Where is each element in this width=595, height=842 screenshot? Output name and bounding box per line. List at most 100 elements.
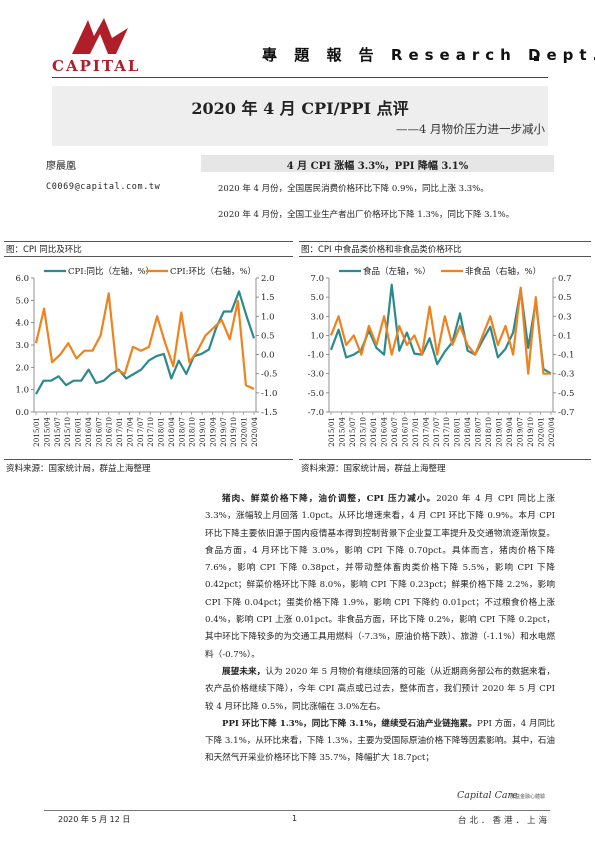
legend-label: CPI:同比（左轴，%） [68, 266, 154, 277]
x-tick-label: 2018/10 [188, 417, 197, 447]
x-tick-label: 2018/04 [167, 417, 176, 447]
capital-logo-icon [72, 18, 128, 54]
footer-brand-sub: 群益金融心體驗 [510, 794, 546, 800]
page-number: 1 [292, 814, 298, 823]
x-tick-label: 2019/01 [495, 417, 504, 447]
x-tick-label: 2019/10 [229, 417, 238, 447]
x-tick-label: 2016/10 [400, 417, 409, 447]
x-tick-label: 2016/07 [390, 417, 399, 447]
chart-top-rule [4, 241, 293, 242]
x-tick-label: 2015/04 [337, 417, 346, 447]
y-tick-label-right: 0.7 [558, 274, 572, 284]
x-tick-label: 2015/10 [63, 417, 72, 447]
food-nonfood-mom-chart: 7.0 5.0 3.0 1.0 -1.0 -3.0 -5.0 -7.0 0.7 0.5 0.3 0.1… [308, 266, 575, 447]
cpi-yoy-mom-chart: 6.0 5.0 4.0 3.0 2.0 1.0 0.0 2.0 1.5 1.0 0.5 0.0 -0.5… [15, 266, 277, 447]
y-tick-label-left: 5.0 [15, 296, 29, 306]
y-tick-label-left: 3.0 [310, 312, 324, 322]
x-tick-label: 2017/01 [115, 417, 124, 447]
page-title: 2020 年 4 月 CPI/PPI 点评 [191, 99, 409, 118]
summary-banner [201, 155, 554, 172]
x-tick-label: 2020/04 [547, 417, 556, 447]
y-tick-label-right: -1.5 [261, 408, 277, 418]
y-tick-label-right: 0.3 [558, 312, 572, 322]
y-tick-label-left: 1.0 [310, 331, 324, 341]
y-tick-label-right: -0.3 [558, 370, 574, 380]
x-tick-label: 2015/01 [32, 417, 41, 447]
y-tick-label-left: 2.0 [15, 363, 29, 373]
footer-date: 2020 年 5 月 12 日 [58, 815, 131, 824]
x-tick-label: 2019/07 [219, 417, 228, 447]
x-tick-label: 2015/07 [53, 417, 62, 447]
y-tick-label-right: 0.0 [261, 351, 275, 361]
y-tick-label-right: 0.5 [261, 331, 275, 341]
x-tick-label: 2019/07 [516, 417, 525, 447]
x-tick-label: 2015/01 [327, 417, 336, 447]
series-line-1 [329, 283, 552, 375]
chart-source: 资料来源：国家统计局，群益上海整理 [301, 464, 446, 474]
x-tick-label: 2015/10 [358, 417, 367, 447]
chart-bottom-rule [4, 459, 293, 460]
chart-source: 资料来源：国家统计局，群益上海整理 [6, 464, 151, 474]
x-tick-label: 2018/07 [177, 417, 186, 447]
footer-brand-script: Capital Care [457, 790, 518, 801]
x-tick-label: 2016/04 [84, 417, 93, 447]
x-tick-label: 2019/10 [526, 417, 535, 447]
x-tick-label: 2019/04 [208, 417, 217, 447]
summary-title: 4 月 CPI 涨幅 3.3%，PPI 降幅 3.1% [286, 161, 469, 172]
paragraph-lead: 猪肉、鲜菜价格下降，油价调整，CPI 压力减小。 [222, 494, 437, 504]
summary-bullet: 2020 年 4 月份，全国居民消费价格环比下降 0.9%，同比上涨 3.3%。 [218, 184, 489, 194]
y-tick-label-left: 3.0 [15, 341, 29, 351]
x-tick-label: 2017/07 [432, 417, 441, 447]
chart-top-rule [299, 241, 591, 242]
y-tick-label-right: -1.0 [261, 389, 277, 399]
paragraph: 展望未来，认为 2020 年 5 月物价有继续回落的可能（从近期商务部公布的数据… [205, 664, 555, 716]
x-tick-label: 2020/04 [250, 417, 259, 447]
series-line-2 [34, 292, 255, 390]
footer-cities: 台北．香港．上海 [458, 816, 551, 826]
y-tick-label-left: 6.0 [15, 274, 29, 284]
y-tick-label-right: 2.0 [261, 274, 275, 284]
author-name: 廖晨凰 [46, 161, 76, 172]
paragraph: 猪肉、鲜菜价格下降，油价调整，CPI 压力减小。2020 年 4 月 CPI 同… [205, 491, 555, 664]
y-tick-label-right: -0.1 [558, 351, 574, 361]
body-text: 猪肉、鲜菜价格下降，油价调整，CPI 压力减小。2020 年 4 月 CPI 同… [205, 491, 555, 768]
y-tick-label-right: -0.7 [558, 408, 574, 418]
y-tick-label-left: -3.0 [308, 370, 324, 380]
legend-label: CPI:环比（右轴，%） [170, 266, 256, 277]
x-tick-label: 2016/04 [379, 417, 388, 447]
chart-bottom-rule [299, 459, 591, 460]
x-tick-label: 2017/04 [421, 417, 430, 447]
y-tick-label-left: -7.0 [308, 408, 324, 418]
x-tick-label: 2018/01 [453, 417, 462, 447]
chart-title-rule [299, 256, 591, 257]
y-tick-label-right: -0.5 [558, 389, 574, 399]
chart-title: 图：CPI 中食品类价格和非食品类价格环比 [301, 245, 462, 255]
paragraph-text: 2020 年 4 月 CPI 同比上涨 3.3%，涨幅较上月回落 1.0pct。… [205, 494, 555, 660]
author-email[interactable]: C0069@capital.com.tw [46, 182, 161, 192]
x-tick-label: 2018/10 [484, 417, 493, 447]
x-tick-label: 2016/01 [74, 417, 83, 447]
paragraph-lead: PPI 环比下降 1.3%，同比下降 3.1%，继续受石油产业链拖累。 [222, 718, 477, 729]
chart-title-rule [4, 256, 293, 257]
header-divider [52, 77, 548, 78]
y-tick-label-left: -5.0 [308, 389, 324, 399]
paragraph: PPI 环比下降 1.3%，同比下降 3.1%，继续受石油产业链拖累。PPI 方… [205, 716, 555, 768]
y-tick-label-left: 4.0 [15, 319, 29, 329]
summary-bullet: 2020 年 4 月份，全国工业生产者出厂价格环比下降 1.3%，同比下降 3.… [218, 210, 515, 220]
y-tick-label-left: 7.0 [310, 274, 324, 284]
x-tick-label: 2017/07 [136, 417, 145, 447]
page-subtitle: ——4 月物价压力进一步减小 [396, 122, 545, 136]
title-banner [52, 86, 548, 146]
paragraph-text: PPI 方面，4 月同比下降 3.1%，从环比来看，下降 1.3%，主要为受国际… [205, 718, 556, 764]
report-label-dot [534, 56, 539, 61]
x-tick-label: 2015/04 [42, 417, 51, 447]
x-tick-label: 2019/01 [198, 417, 207, 447]
x-tick-label: 2016/01 [369, 417, 378, 447]
y-tick-label-left: -1.0 [308, 351, 324, 361]
x-tick-label: 2020/01 [240, 417, 249, 447]
x-tick-label: 2018/07 [474, 417, 483, 447]
brand-name: CAPITAL [52, 57, 141, 75]
chart-title: 图：CPI 同比及环比 [6, 245, 82, 255]
x-tick-label: 2017/10 [146, 417, 155, 447]
x-tick-label: 2020/01 [537, 417, 546, 447]
